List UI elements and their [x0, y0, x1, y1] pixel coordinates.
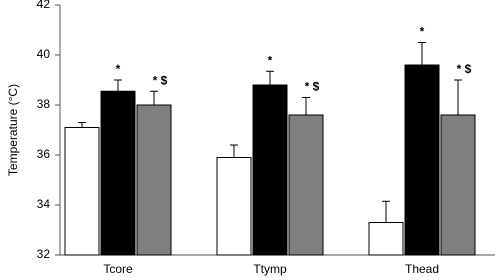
error-bar: [230, 144, 238, 158]
bar: [440, 114, 476, 256]
y-tick-label: 42: [37, 0, 51, 11]
y-tick-label: 34: [37, 197, 51, 211]
bar: [216, 157, 252, 256]
annotation: *: [420, 25, 425, 39]
y-tick-label: 32: [37, 247, 51, 261]
error-bar: [454, 79, 462, 115]
bar: [404, 64, 440, 256]
error-bar: [114, 79, 122, 92]
bar: [368, 222, 404, 256]
annotation: * $: [153, 73, 168, 87]
bar: [64, 127, 100, 256]
annotation: *: [268, 53, 273, 67]
bar: [136, 104, 172, 256]
error-bar: [150, 90, 158, 105]
annotation: *: [116, 62, 121, 76]
bar: [252, 84, 288, 256]
y-tick-label: 36: [37, 147, 51, 161]
annotation: * $: [457, 62, 472, 76]
error-bar: [78, 122, 86, 128]
y-axis-label: Temperature (°C): [6, 84, 20, 176]
bar: [288, 114, 324, 256]
y-tick-label: 40: [37, 47, 51, 61]
error-bar: [302, 97, 310, 115]
error-bar: [418, 42, 426, 65]
annotation: * $: [305, 80, 320, 94]
x-tick-label: Thead: [405, 262, 439, 276]
error-bar: [266, 70, 274, 85]
bar: [100, 90, 136, 256]
x-tick-label: Ttymp: [253, 262, 287, 276]
error-bar: [382, 200, 390, 223]
y-tick-label: 38: [37, 97, 51, 111]
x-tick-label: Tcore: [103, 262, 133, 276]
